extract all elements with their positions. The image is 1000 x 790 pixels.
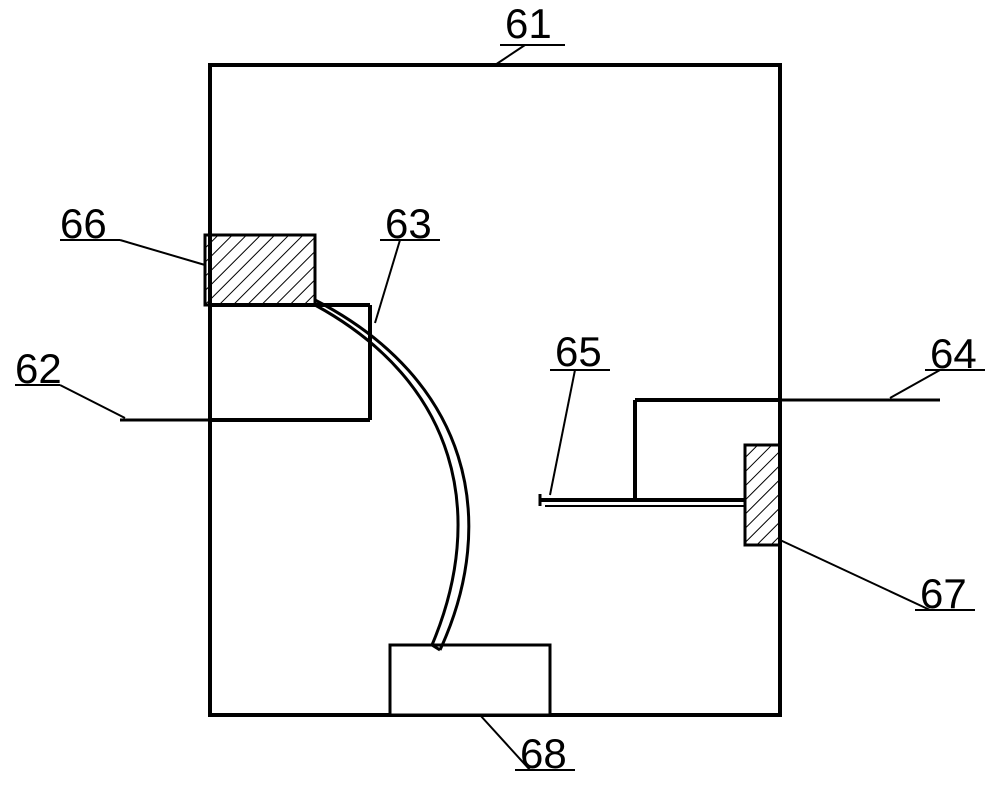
curve-63-outer: [315, 300, 469, 650]
leader-61: [495, 45, 525, 65]
label-65: 65: [555, 328, 602, 376]
leader-62: [60, 385, 125, 418]
diagram-svg: [0, 0, 1000, 790]
curve-63-inner: [315, 305, 458, 645]
label-63: 63: [385, 200, 432, 248]
label-61: 61: [505, 0, 552, 48]
label-68: 68: [520, 730, 567, 778]
leader-67: [780, 540, 930, 610]
block-67: [745, 445, 780, 545]
label-66: 66: [60, 200, 107, 248]
block-66: [205, 235, 315, 305]
label-67: 67: [920, 570, 967, 618]
leader-63: [375, 240, 400, 323]
leader-65: [550, 370, 575, 495]
outer-box: [210, 65, 780, 715]
label-62: 62: [15, 345, 62, 393]
label-64: 64: [930, 330, 977, 378]
leader-66: [120, 240, 205, 265]
block-68: [390, 645, 550, 715]
